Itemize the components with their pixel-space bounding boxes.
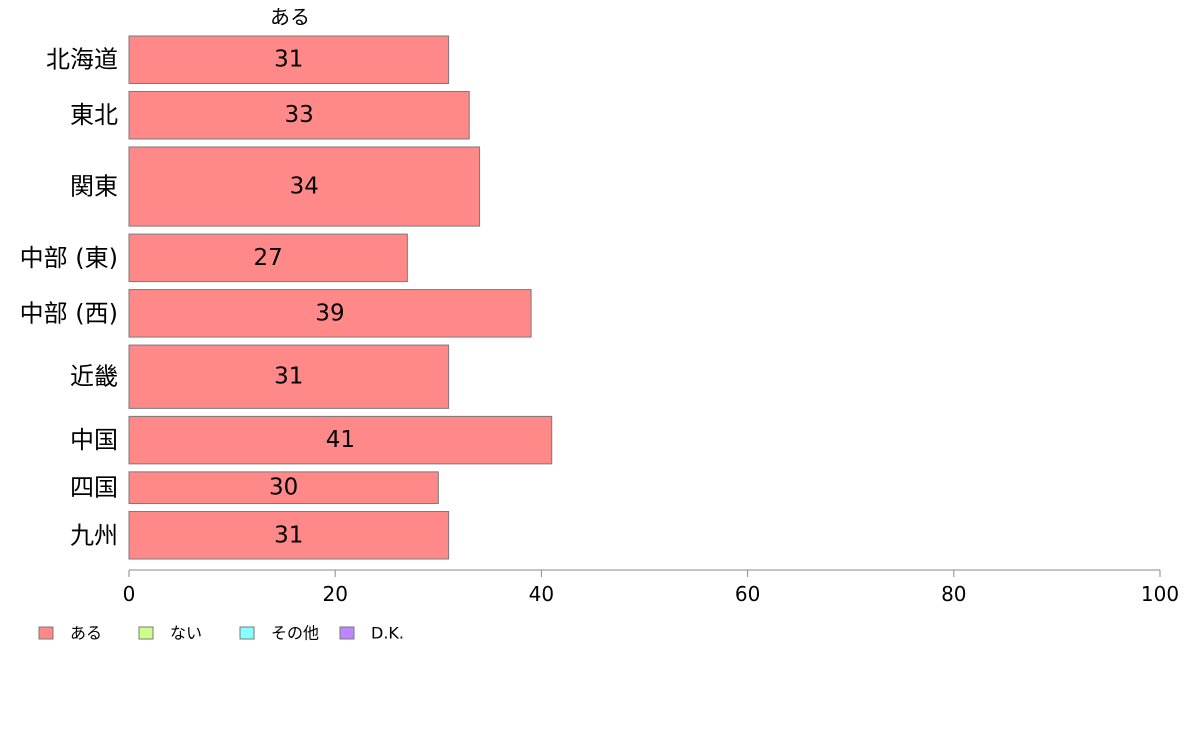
category-label: 九州 [70, 521, 118, 549]
x-tick-label: 60 [735, 582, 760, 606]
legend-swatch [239, 626, 255, 640]
category-label: 中国 [70, 426, 118, 454]
category-label: 近畿 [70, 363, 118, 391]
legend-label: その他 [271, 624, 319, 643]
bar-7 [128, 471, 439, 505]
category-label: 四国 [70, 474, 118, 502]
bar-value-label: 41 [326, 427, 355, 453]
bar-value-label: 31 [274, 47, 303, 73]
legend-swatch [38, 626, 54, 640]
legend-swatch [138, 626, 154, 640]
column-header: ある [270, 5, 310, 29]
legend-label: ある [70, 624, 102, 643]
bar-value-label: 31 [274, 364, 303, 390]
bar-value-label: 34 [290, 174, 319, 200]
bar-8 [128, 511, 450, 560]
bar-value-label: 27 [254, 245, 283, 271]
category-label: 中部 (東) [20, 244, 118, 272]
bar-1 [128, 90, 470, 140]
bar-value-label: 31 [274, 522, 303, 548]
bar-value-label: 33 [284, 102, 313, 128]
bar-6 [128, 415, 553, 465]
bar-2 [128, 146, 481, 227]
x-tick-label: 100 [1141, 582, 1179, 606]
x-tick-label: 20 [322, 582, 347, 606]
category-label: 北海道 [46, 46, 118, 74]
legend-swatch [339, 626, 355, 640]
bar-5 [128, 344, 450, 409]
category-label: 関東 [70, 173, 118, 201]
category-label: 中部 (西) [20, 299, 118, 327]
x-tick-label: 40 [529, 582, 554, 606]
x-tick-label: 80 [941, 582, 966, 606]
category-label: 東北 [70, 101, 118, 129]
bar-value-label: 39 [315, 300, 344, 326]
bar-3 [128, 233, 408, 283]
legend-label: D.K. [371, 624, 404, 643]
bar-value-label: 30 [269, 475, 298, 501]
bar-0 [128, 35, 450, 84]
legend-label: ない [170, 624, 202, 643]
x-tick-label: 0 [123, 582, 136, 606]
bar-4 [128, 289, 532, 338]
